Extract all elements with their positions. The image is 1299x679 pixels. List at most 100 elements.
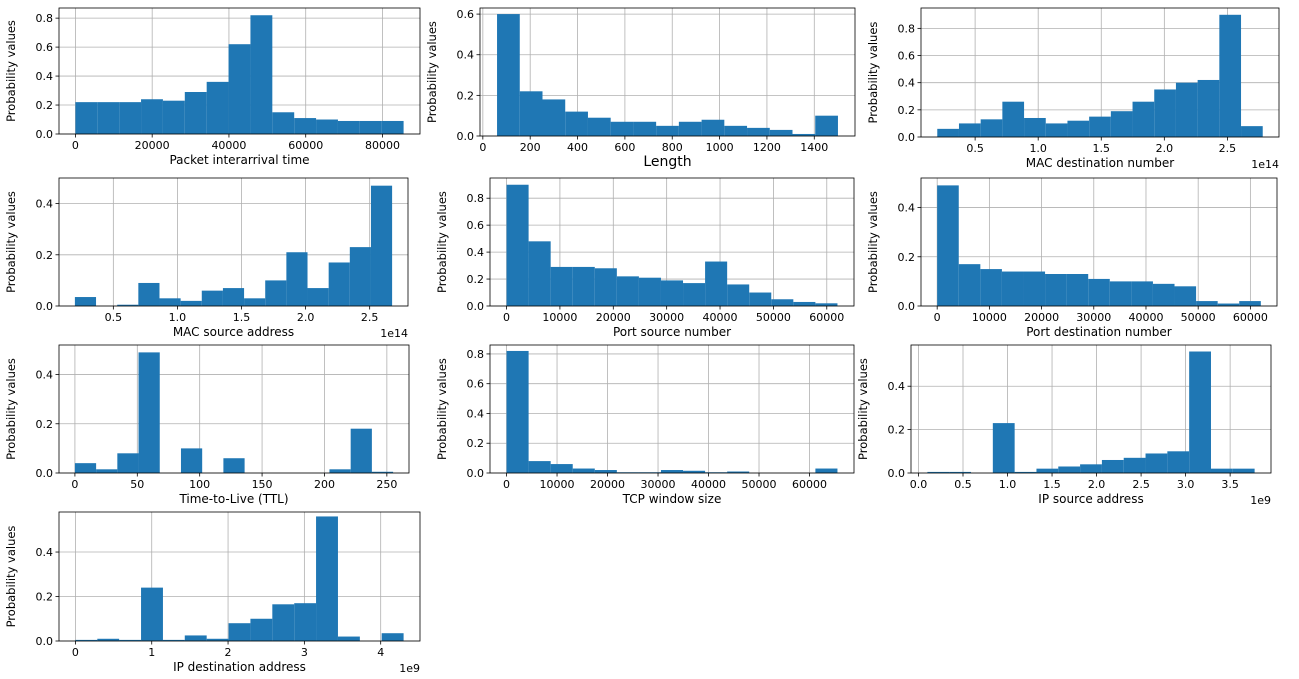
histogram-bar (528, 241, 551, 306)
axes-frame (489, 177, 855, 307)
histogram-bar (565, 111, 588, 136)
x-tick-label: 150 (252, 478, 273, 491)
histogram-bar (250, 618, 273, 641)
x-tick-label: 1400 (800, 141, 828, 154)
y-tick-label: 0.4 (457, 49, 475, 62)
histogram-bar (223, 458, 245, 473)
x-tick-label: 60000 (809, 311, 844, 324)
x-axis-label: TCP window size (622, 492, 722, 506)
x-tick-label: 2.5 (1132, 478, 1150, 491)
histogram-bar (329, 469, 351, 473)
histogram-bar (683, 283, 706, 306)
x-axis-label: IP destination address (173, 660, 306, 674)
histogram-tcp-window-size: 0 10000 20000 30000 40000 50000 60000 0.0 0.2 0.4… (435, 344, 855, 506)
histogram-bar (117, 453, 139, 473)
y-tick-label: 0.8 (898, 22, 916, 35)
histogram-bar (572, 266, 595, 306)
axes-frame (910, 344, 1272, 474)
histogram-bar (96, 469, 118, 473)
x-tick-label: 1.5 (1043, 478, 1061, 491)
x-axis-label: MAC destination number (1026, 156, 1174, 170)
x-axis-label: Port destination number (1026, 325, 1172, 339)
x-tick-label: 60000 (288, 139, 323, 152)
y-tick-label: 0.0 (467, 300, 485, 313)
histogram-bar (141, 99, 163, 134)
x-axis-label: Time-to-Live (TTL) (178, 492, 288, 506)
y-tick-label: 0.0 (36, 635, 54, 648)
histogram-bar (1067, 120, 1090, 137)
histogram-bar (370, 185, 393, 306)
x-tick-label: 0.5 (954, 478, 972, 491)
histogram-bar (1174, 286, 1197, 306)
histogram-bar (656, 125, 679, 136)
y-tick-label: 0.4 (36, 198, 54, 211)
histogram-bar (980, 269, 1002, 306)
histogram-bar (747, 127, 770, 136)
histogram-bar (727, 471, 750, 473)
x-tick-label: 50 (130, 478, 144, 491)
histogram-bar (294, 603, 317, 641)
x-tick-label: 20000 (135, 139, 170, 152)
x-tick-label: 3 (301, 646, 308, 659)
histogram-bar (506, 350, 529, 473)
histogram-bar (119, 639, 142, 641)
histogram-bar (660, 470, 684, 473)
x-tick-label: 30000 (641, 478, 676, 491)
histogram-bar (180, 300, 202, 306)
histogram-bar (701, 119, 725, 136)
histogram-bar (119, 102, 142, 134)
histogram-bar (117, 304, 139, 306)
histogram-bar (1210, 468, 1233, 473)
histogram-port-source-number: 0 10000 20000 30000 40000 50000 60000 0.0 0.2 0.4… (435, 177, 855, 339)
histogram-bar (1045, 274, 1067, 306)
histogram-bar (1152, 283, 1175, 306)
histogram-bar (1175, 82, 1198, 137)
histogram-bar (316, 119, 338, 134)
x-tick-label: 1.5 (233, 311, 251, 324)
histogram-bar (316, 516, 338, 641)
histogram-bar (1002, 101, 1025, 137)
x-tick-label: 3.0 (1177, 478, 1195, 491)
x-tick-label: 10000 (540, 478, 575, 491)
y-tick-label: 0.6 (457, 8, 475, 21)
histogram-bar (1232, 468, 1255, 473)
y-tick-label: 0.6 (467, 219, 485, 232)
histogram-bar (184, 635, 207, 641)
histogram-bar (958, 264, 981, 306)
y-tick-label: 0.4 (36, 369, 54, 382)
histogram-bar (1024, 117, 1046, 137)
x-tick-label: 200 (520, 141, 541, 154)
x-tick-label: 20000 (1024, 311, 1059, 324)
y-tick-label: 0.2 (36, 591, 54, 604)
x-tick-label: 0 (503, 311, 510, 324)
y-tick-label: 0.0 (888, 467, 906, 480)
x-tick-label: 3.5 (1221, 478, 1239, 491)
y-tick-label: 0.6 (467, 378, 485, 391)
histogram-bar (371, 471, 394, 473)
histogram-ip-destination-address: 0 1 2 3 4 0.0 0.2 0.4 IP destination address Prob… (4, 511, 421, 675)
histogram-bar (633, 121, 657, 136)
x-tick-label: 100 (189, 478, 210, 491)
y-tick-label: 0.8 (467, 348, 485, 361)
x-tick-label: 1 (148, 646, 155, 659)
histogram-bar (228, 44, 251, 135)
y-tick-label: 0.2 (898, 251, 916, 264)
histogram-bar (1080, 464, 1102, 473)
histogram-bar (272, 604, 295, 641)
y-tick-label: 0.2 (467, 273, 485, 286)
histogram-bar (337, 636, 360, 641)
x-tick-label: 2.5 (361, 311, 379, 324)
histogram-bar (206, 638, 229, 641)
axes-frame (58, 7, 421, 135)
histogram-bar (272, 112, 295, 134)
histogram-bar (528, 461, 551, 473)
histogram-bar (937, 128, 959, 137)
histogram-bar (587, 117, 611, 136)
x-tick-label: 0 (72, 139, 79, 152)
y-tick-label: 0.4 (898, 202, 916, 215)
histogram-bar (1110, 111, 1133, 137)
y-tick-label: 0.4 (467, 246, 485, 259)
y-tick-label: 0.8 (36, 12, 54, 25)
histogram-bar (228, 623, 251, 641)
histogram-bar (1109, 281, 1132, 306)
